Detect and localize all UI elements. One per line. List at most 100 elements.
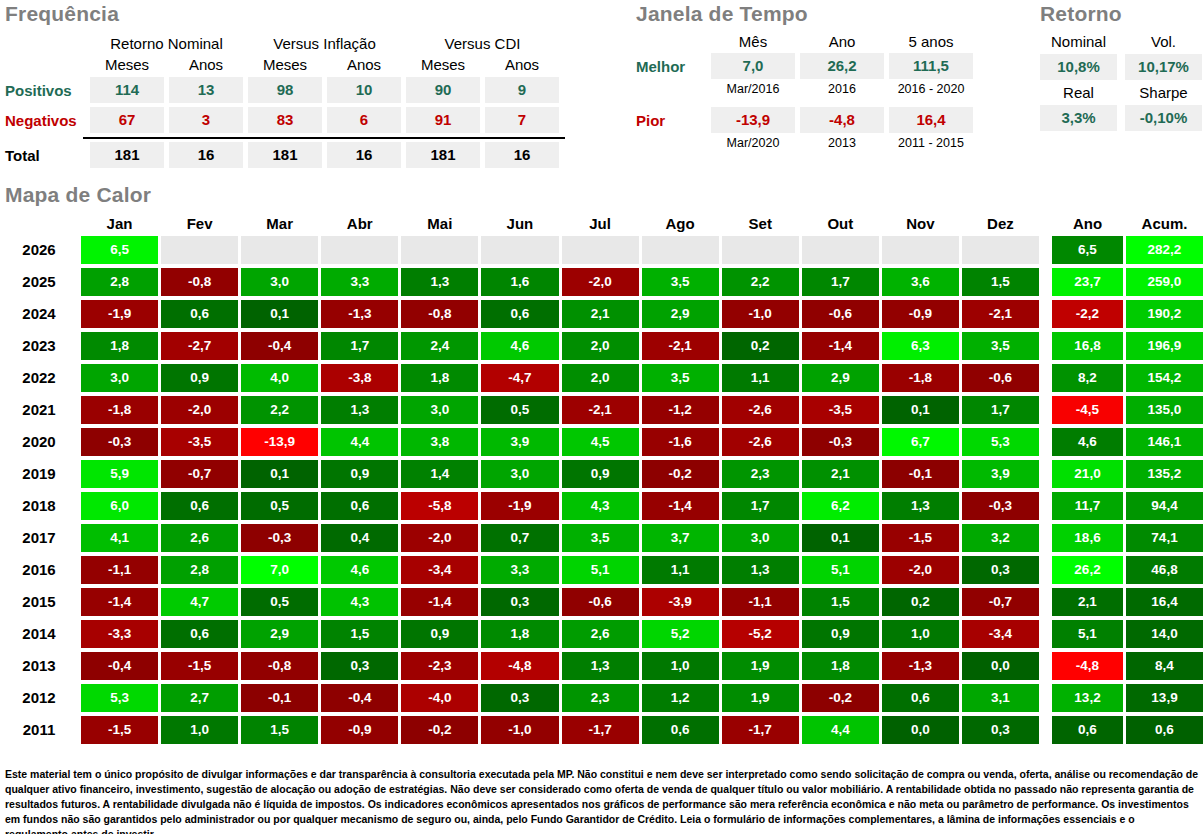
heatmap-cell: -3,5 [161, 428, 238, 456]
heatmap-cell: -0,3 [241, 524, 318, 552]
heatmap-year-label: 2016 [0, 556, 78, 584]
heatmap-cell [481, 236, 558, 264]
heatmap-cell: -2,3 [401, 652, 478, 680]
heatmap-cell: 0,5 [241, 492, 318, 520]
heatmap-cell: -0,6 [562, 588, 639, 616]
heatmap-cell: -1,5 [161, 652, 238, 680]
heatmap-year-label: 2011 [0, 716, 78, 744]
heatmap-cell: 1,5 [802, 588, 879, 616]
heatmap-cell: 0,1 [882, 396, 959, 424]
heatmap-gap [1042, 620, 1049, 648]
heatmap-cell: 0,3 [481, 588, 558, 616]
heatmap-cell: 1,0 [882, 620, 959, 648]
retorno-column-header: Vol. [1125, 33, 1202, 50]
heatmap-cell: -2,0 [161, 396, 238, 424]
heatmap-cell: -0,3 [802, 428, 879, 456]
freq-column-header: Anos [485, 56, 559, 73]
heatmap-year-label: 2017 [0, 524, 78, 552]
heatmap-year-label: 2023 [0, 332, 78, 360]
heatmap-cell: -4,0 [401, 684, 478, 712]
heatmap-acum-cell: 154,2 [1126, 364, 1203, 392]
heatmap-gap [1042, 652, 1049, 680]
heatmap-cell: -0,2 [642, 460, 719, 488]
heatmap-acum-cell: 14,0 [1126, 620, 1203, 648]
heatmap-cell: -4,8 [481, 652, 558, 680]
heatmap-cell: 1,3 [722, 556, 799, 584]
heatmap-cell: 4,0 [241, 364, 318, 392]
heatmap-year-label: 2014 [0, 620, 78, 648]
heatmap-cell: 0,4 [321, 524, 398, 552]
heatmap-acum-cell: 94,4 [1126, 492, 1203, 520]
heatmap-cell: 2,1 [802, 460, 879, 488]
freq-group-header: Versus Inflação [248, 35, 401, 52]
janela-value-cell: -13,9 [711, 107, 795, 133]
heatmap-month-header: Abr [321, 215, 398, 232]
heatmap-cell: 3,3 [481, 556, 558, 584]
heatmap-cell: 3,1 [962, 684, 1039, 712]
heatmap-cell: 1,8 [401, 364, 478, 392]
freq-value-cell: 90 [406, 77, 480, 103]
heatmap-cell: 7,0 [241, 556, 318, 584]
heatmap-cell: -1,9 [81, 300, 158, 328]
heatmap-acum-cell: 8,4 [1126, 652, 1203, 680]
freq-value-cell: 16 [169, 142, 243, 168]
heatmap-cell [802, 236, 879, 264]
heatmap-cell: 2,0 [562, 332, 639, 360]
retorno-header-row: NominalVol. [1040, 33, 1203, 50]
heatmap-acum-cell: 16,4 [1126, 588, 1203, 616]
heatmap-cell: 6,7 [882, 428, 959, 456]
janela-header-row: MêsAno5 anos [636, 33, 976, 50]
heatmap-month-header: Jul [562, 215, 639, 232]
heatmap-cell: -0,6 [802, 300, 879, 328]
heatmap-cell: 2,0 [562, 364, 639, 392]
heatmap-cell: 2,9 [802, 364, 879, 392]
heatmap-cell: 0,6 [161, 620, 238, 648]
heatmap-cell: 4,5 [562, 428, 639, 456]
heatmap-gap [1042, 556, 1049, 584]
heatmap-cell: 3,7 [642, 524, 719, 552]
heatmap-cell: 0,0 [962, 652, 1039, 680]
heatmap-cell: 1,5 [241, 716, 318, 744]
heatmap-cell: 1,1 [722, 364, 799, 392]
freq-column-header: Meses [90, 56, 164, 73]
heatmap-cell [562, 236, 639, 264]
heatmap-cell: -3,4 [962, 620, 1039, 648]
heatmap-cell: 5,1 [562, 556, 639, 584]
freq-value-cell: 114 [90, 77, 164, 103]
retorno-value-row: 10,8%10,17% [1040, 54, 1203, 80]
frequencia-title: Frequência [5, 2, 571, 26]
heatmap-ano-header: Ano [1052, 215, 1123, 232]
heatmap-cell: 0,6 [642, 716, 719, 744]
heatmap-cell: 3,9 [481, 428, 558, 456]
janela-period-label: 2016 - 2020 [889, 82, 973, 104]
heatmap-cell: 1,3 [562, 652, 639, 680]
heatmap-gap [1042, 332, 1049, 360]
heatmap-month-header: Dez [962, 215, 1039, 232]
heatmap-cell: -0,4 [81, 652, 158, 680]
heatmap-cell: -1,4 [642, 492, 719, 520]
freq-value-cell: 9 [485, 77, 559, 103]
freq-row-label: Negativos [5, 112, 85, 129]
freq-value-cell: 181 [406, 142, 480, 168]
heatmap-acum-cell: 74,1 [1126, 524, 1203, 552]
freq-value-cell: 6 [327, 107, 401, 133]
retorno-value-cell: 10,17% [1125, 54, 1202, 80]
heatmap-cell: 4,3 [562, 492, 639, 520]
heatmap-cell: 4,7 [161, 588, 238, 616]
heatmap-cell: 1,4 [401, 460, 478, 488]
heatmap-cell: 3,5 [642, 268, 719, 296]
retorno-header-row: RealSharpe [1040, 84, 1203, 101]
heatmap-cell: 3,3 [321, 268, 398, 296]
heatmap-cell [241, 236, 318, 264]
heatmap-cell: 1,8 [802, 652, 879, 680]
freq-value-cell: 67 [90, 107, 164, 133]
heatmap-ano-cell: -2,2 [1052, 300, 1123, 328]
heatmap-cell: -1,4 [81, 588, 158, 616]
heatmap-gap [1042, 396, 1049, 424]
frequencia-section: Frequência Retorno NominalVersus Inflaçã… [5, 2, 571, 172]
heatmap-cell: 0,6 [161, 300, 238, 328]
heatmap-month-header: Out [802, 215, 879, 232]
janela-value-row: Pior-13,9-4,816,4 [636, 107, 976, 133]
heatmap-cell: 4,6 [481, 332, 558, 360]
heatmap-cell: 0,3 [962, 716, 1039, 744]
